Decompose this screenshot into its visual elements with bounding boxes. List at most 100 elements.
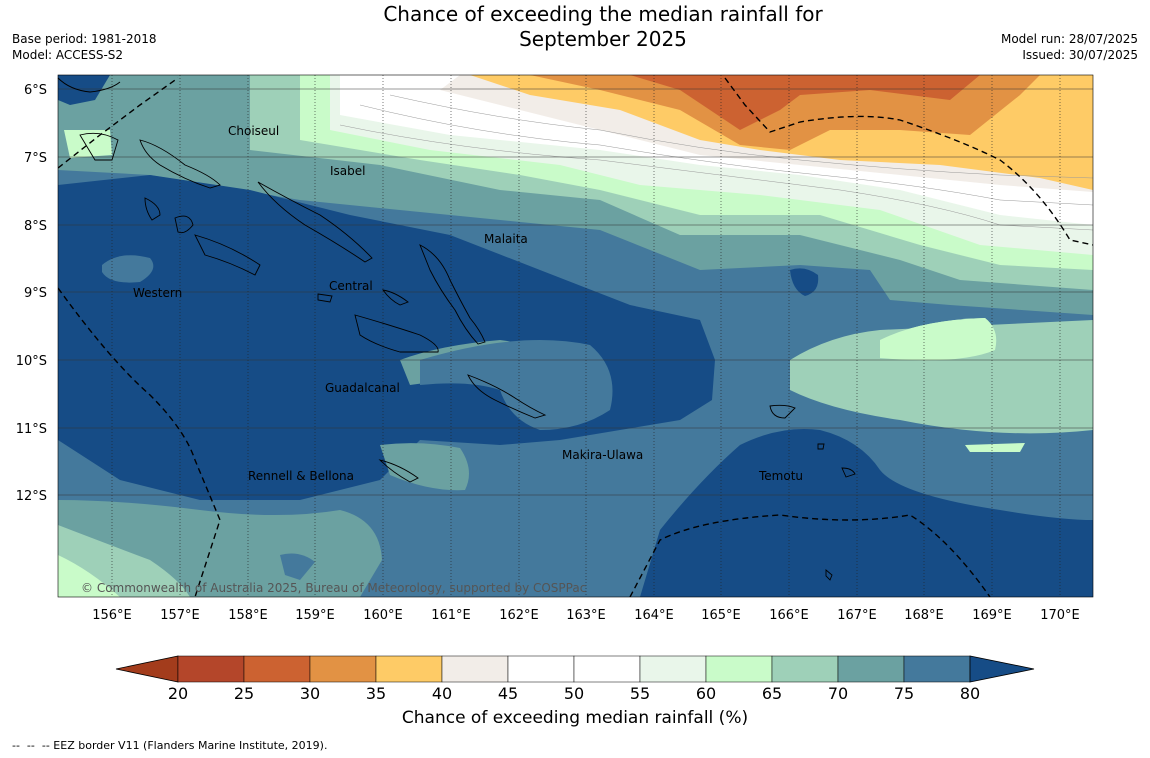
lon-label: 164°E (634, 608, 674, 623)
band-75-80-central (420, 340, 613, 430)
label-makira-ulawa: Makira-Ulawa (562, 448, 643, 462)
colorbar-swatch (309, 655, 377, 683)
label-isabel: Isabel (330, 164, 365, 178)
island-russell (382, 289, 409, 306)
colorbar-tick-label: 30 (300, 684, 320, 703)
colorbar-tick-label: 35 (366, 684, 386, 703)
island-anuta (841, 467, 856, 478)
colorbar-tick-label: 25 (234, 684, 254, 703)
label-choiseul: Choiseul (228, 124, 279, 138)
eez-footnote: -- -- -- EEZ border V11 (Flanders Marine… (12, 739, 328, 752)
lon-label: 158°E (228, 608, 268, 623)
label-guadalcanal: Guadalcanal (325, 381, 400, 395)
islands (57, 77, 856, 581)
colorbar-swatch (705, 655, 773, 683)
island-choiseul (139, 139, 221, 189)
colorbar-swatch (375, 655, 443, 683)
island-south-temotu (825, 569, 833, 581)
island-malaita (419, 244, 486, 345)
lon-label: 156°E (92, 608, 132, 623)
island-vella (174, 215, 194, 234)
lon-label: 161°E (431, 608, 471, 623)
lon-label: 166°E (769, 608, 809, 623)
band-75-80-sw-patch (280, 553, 315, 580)
island-santa-cruz (769, 404, 796, 419)
lat-label: 6°S (24, 83, 47, 98)
eez-border (58, 77, 1093, 597)
band-65-70-east (790, 320, 1093, 434)
map-frame (57, 74, 1094, 598)
lat-label: 8°S (24, 219, 47, 234)
base-period-text: Base period: 1981-2018 (12, 32, 157, 46)
lat-label: 7°S (24, 151, 47, 166)
island-isabel (257, 181, 373, 263)
colorbar-swatch (903, 655, 971, 683)
colorbar-swatch (573, 655, 641, 683)
copyright-text: © Commonwealth of Australia 2025, Bureau… (81, 581, 586, 595)
map-title: Chance of exceeding the median rainfall … (0, 2, 1150, 52)
colorbar-tick-label: 55 (630, 684, 650, 703)
band-60-65-sw (58, 555, 120, 597)
colorbar-tick-label: 80 (960, 684, 980, 703)
colorbar-tick-label: 60 (696, 684, 716, 703)
lat-label: 12°S (16, 489, 47, 504)
island-tikopia (817, 443, 825, 450)
lon-label: 157°E (160, 608, 200, 623)
island-nggela (317, 293, 333, 303)
lon-label: 162°E (499, 608, 539, 623)
band-80-plus-se (640, 429, 1093, 597)
colorbar-extend-low (115, 655, 179, 683)
contour-lines (339, 94, 1093, 231)
colorbar: 20 25 30 35 40 45 50 55 60 65 70 75 80 (115, 655, 1035, 703)
place-labels: Choiseul Isabel Malaita Western Central … (133, 124, 803, 483)
graticule (111, 75, 1061, 597)
lon-label: 169°E (972, 608, 1012, 623)
band-60-65-small (965, 443, 1025, 452)
band-80-plus-nw (58, 75, 110, 105)
colorbar-tick-label: 70 (828, 684, 848, 703)
colorbar-swatch (771, 655, 839, 683)
island-new-georgia (194, 234, 261, 276)
island-bougainville-coast (57, 77, 121, 93)
title-line-1: Chance of exceeding the median rainfall … (383, 2, 823, 26)
longitude-axis: 156°E 157°E 158°E 159°E 160°E 161°E 162°… (92, 608, 1080, 623)
model-run-text: Model run: 28/07/2025 (1000, 32, 1138, 46)
island-ranongga (144, 197, 161, 221)
label-western: Western (133, 286, 182, 300)
colorbar-extend-high (969, 655, 1035, 683)
band-60-65-nw (64, 130, 112, 158)
colorbar-tick-label: 75 (894, 684, 914, 703)
rainfall-probability-field (58, 75, 1093, 597)
band-70-75-rennell-patch (380, 443, 469, 491)
lon-label: 163°E (566, 608, 606, 623)
colorbar-tick-label: 40 (432, 684, 452, 703)
island-bougainville-tip (79, 132, 119, 161)
colorbar-swatch (177, 655, 245, 683)
lat-label: 11°S (16, 422, 47, 437)
colorbar-swatch (243, 655, 311, 683)
colorbar-swatch (837, 655, 905, 683)
issued-text: Issued: 30/07/2025 (1022, 48, 1138, 62)
colorbar-tick-label: 20 (168, 684, 188, 703)
label-temotu: Temotu (758, 469, 803, 483)
colorbar-swatch (639, 655, 707, 683)
island-makira (467, 374, 547, 419)
island-guadalcanal (354, 314, 439, 353)
title-line-2: September 2025 (519, 27, 687, 51)
latitude-axis: 6°S 7°S 8°S 9°S 10°S 11°S 12°S (16, 83, 47, 504)
band-80-plus-east-patch (790, 268, 819, 296)
colorbar-title: Chance of exceeding median rainfall (%) (401, 708, 749, 728)
latitude-lines (58, 88, 1093, 496)
lon-label: 167°E (837, 608, 877, 623)
lon-label: 168°E (904, 608, 944, 623)
colorbar-tick-label: 45 (498, 684, 518, 703)
band-60-65-east-top (880, 318, 997, 361)
colorbar-swatch (441, 655, 509, 683)
label-central: Central (329, 279, 373, 293)
label-malaita: Malaita (484, 232, 528, 246)
model-text: Model: ACCESS-S2 (12, 48, 124, 62)
lat-label: 9°S (24, 286, 47, 301)
metadata-right: Model run: 28/07/2025 Issued: 30/07/2025 (1001, 31, 1138, 63)
band-75-80-western-patch (102, 255, 154, 283)
